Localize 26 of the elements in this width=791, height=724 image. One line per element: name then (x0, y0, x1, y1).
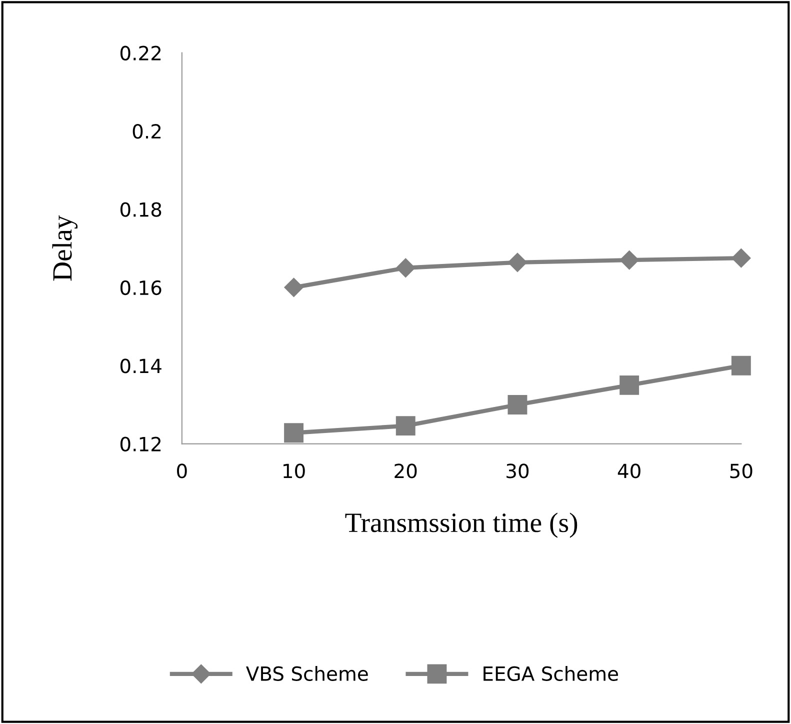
point (284, 278, 304, 297)
y-tick-label: 0.12 (120, 436, 161, 452)
y-axis-title: Delay (52, 215, 78, 281)
point (508, 394, 528, 414)
x-tick-label: 20 (394, 464, 417, 478)
y-tick-label: 0.18 (120, 202, 162, 217)
legend-label: VBS Scheme (246, 666, 368, 682)
y-tick-label: 0.16 (120, 280, 162, 296)
x-axis-title: Transmssion time (s) (345, 512, 578, 538)
legend-label: EEGA Scheme (484, 666, 618, 682)
point (620, 250, 639, 270)
point (396, 416, 416, 436)
point (284, 423, 304, 443)
y-tick-label: 0.22 (120, 46, 161, 61)
point (731, 356, 751, 376)
x-tick-label: 0 (177, 464, 187, 478)
point (732, 248, 751, 268)
point (508, 252, 528, 272)
x-tick-label: 50 (730, 464, 752, 478)
x-tick-label: 30 (506, 464, 529, 478)
y-tick-label: 0.2 (132, 124, 161, 139)
point (396, 258, 416, 278)
point (620, 375, 640, 395)
y-tick-label: 0.14 (120, 358, 162, 374)
x-tick-label: 10 (284, 464, 305, 478)
x-tick-label: 40 (618, 464, 640, 478)
